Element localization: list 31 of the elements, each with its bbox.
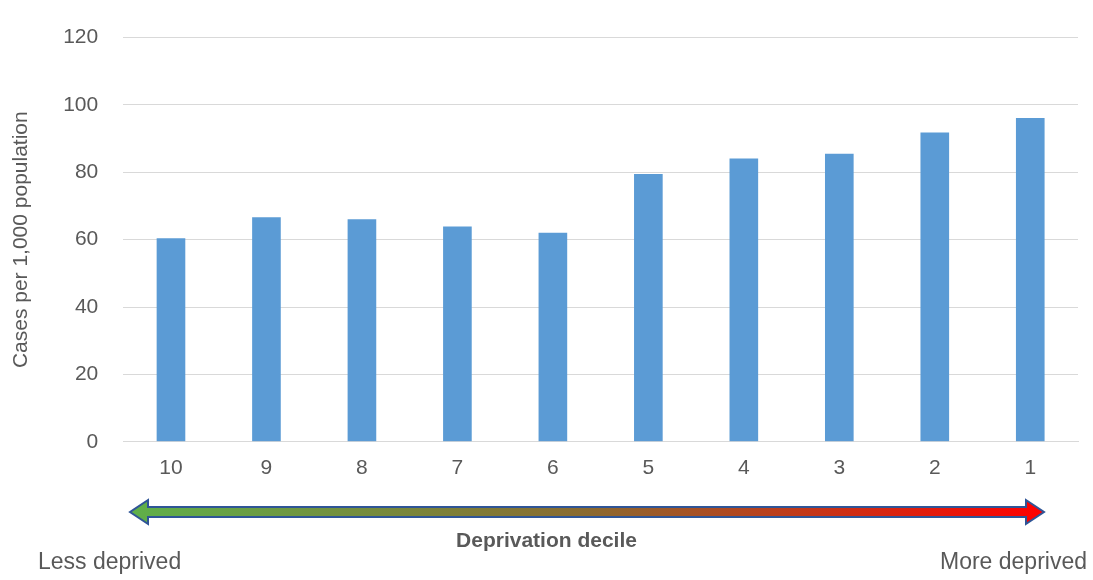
x-axis-title: Deprivation decile (456, 528, 637, 551)
x-tick-label: 2 (928, 455, 941, 479)
x-tick-label: 6 (547, 455, 559, 479)
x-tick-label: 10 (159, 455, 183, 479)
bar (824, 153, 854, 442)
x-tick-label: 7 (451, 455, 464, 479)
y-tick-label: 60 (74, 226, 99, 250)
x-tick-label: 5 (642, 455, 655, 479)
y-tick-label: 100 (63, 91, 99, 115)
y-tick-label: 80 (74, 159, 99, 183)
x-tick-label: 4 (737, 455, 750, 479)
bar (252, 217, 281, 442)
bar (156, 238, 186, 442)
y-tick-label: 0 (86, 428, 99, 452)
y-tick-label: 40 (74, 293, 99, 317)
bar (347, 219, 377, 442)
x-tick-label: 1 (1024, 455, 1037, 479)
bar (538, 232, 568, 442)
x-tick-label: 9 (260, 455, 273, 479)
y-tick-label: 20 (74, 361, 99, 385)
x-tick-label: 3 (833, 455, 846, 479)
bar (920, 132, 950, 442)
y-tick-label: 120 (63, 24, 99, 48)
bar (443, 226, 472, 442)
bar (1015, 118, 1045, 442)
text: Less deprived (38, 548, 182, 575)
bar (634, 174, 663, 442)
text: More deprived (939, 548, 1087, 575)
x-tick-label: 8 (356, 455, 368, 479)
bar (729, 158, 759, 442)
y-axis-title: Cases per 1,000 population (8, 111, 32, 369)
